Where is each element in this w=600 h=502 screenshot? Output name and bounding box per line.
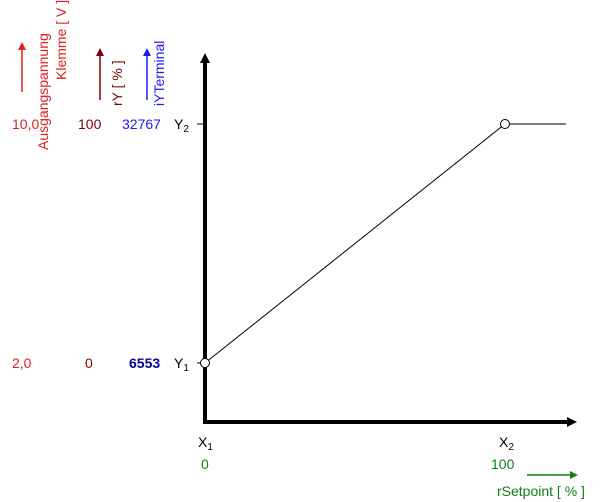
point-label: X1 [198, 434, 213, 453]
point-name: X [198, 434, 208, 450]
ry-value: 0 [85, 355, 93, 371]
point-name: Y [174, 116, 184, 132]
x-value: 100 [491, 456, 515, 472]
header: Klemme [ V ] [53, 0, 69, 80]
point [500, 119, 510, 129]
point [200, 358, 210, 368]
point-index: 1 [207, 442, 213, 453]
point-label: Y1 [174, 355, 189, 374]
x-axis-label: rSetpoint [ % ] [497, 483, 585, 499]
header: rY [ % ] [109, 60, 125, 106]
x-value: 0 [201, 456, 209, 472]
voltage: 2,0 [12, 355, 32, 371]
iy-value: 32767 [122, 116, 161, 132]
characteristic-line [204, 123, 566, 364]
point-name: Y [174, 355, 184, 371]
header: Ausgangspannung [35, 33, 51, 150]
voltage: 10,0 [12, 116, 39, 132]
ry-value: 100 [78, 116, 102, 132]
header: iYTerminal [151, 41, 167, 106]
point-index: 2 [508, 442, 514, 453]
point-name: X [499, 434, 509, 450]
point-label: Y2 [174, 116, 189, 135]
point-index: 2 [183, 124, 189, 135]
iy-value: 6553 [129, 355, 160, 371]
point-label: X2 [499, 434, 514, 453]
point-index: 1 [183, 363, 189, 374]
